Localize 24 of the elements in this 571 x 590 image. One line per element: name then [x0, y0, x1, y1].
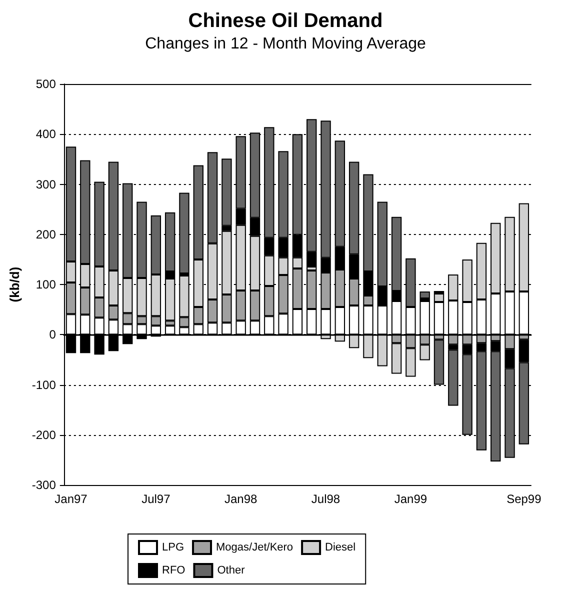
- legend-label: Diesel: [325, 542, 356, 554]
- legend-label: Mogas/Jet/Kero: [216, 542, 294, 554]
- legend-label: RFO: [162, 564, 186, 576]
- bar: [420, 292, 430, 299]
- x-tick-label: Jul97: [142, 492, 171, 506]
- legend-label: Other: [217, 564, 246, 576]
- y-tick-label: -200: [32, 428, 56, 442]
- x-tick-label: Jan99: [394, 492, 428, 506]
- y-tick-label: -300: [32, 478, 56, 492]
- x-tick-label: Jan97: [54, 492, 88, 506]
- y-tick-label: 400: [36, 127, 56, 142]
- y-tick-label: 500: [36, 77, 56, 91]
- y-tick-label: 0: [49, 328, 56, 342]
- y-tick-label: 100: [36, 278, 56, 292]
- chart-subtitle: Changes in 12 - Month Moving Average: [145, 36, 426, 52]
- legend-label: LPG: [162, 542, 184, 554]
- x-tick-label: Sep99: [506, 492, 542, 506]
- x-tick-label: Jan98: [224, 492, 258, 506]
- y-axis-title: (kb/d): [7, 266, 22, 302]
- chart-title: Chinese Oil Demand: [188, 10, 383, 32]
- y-tick-label: 300: [36, 177, 56, 192]
- y-tick-label: -100: [32, 378, 56, 392]
- x-tick-label: Jul98: [311, 492, 340, 506]
- y-tick-label: 200: [36, 227, 56, 242]
